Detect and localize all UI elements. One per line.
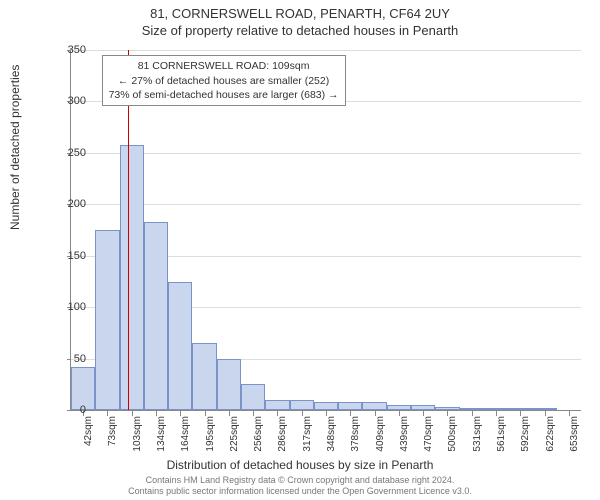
histogram-bar <box>460 408 484 410</box>
x-axis-label: Distribution of detached houses by size … <box>0 458 600 472</box>
attribution-text: Contains HM Land Registry data © Crown c… <box>0 475 600 498</box>
grid-line <box>71 50 581 51</box>
ytick-label: 150 <box>46 250 86 262</box>
histogram-bar <box>144 222 168 410</box>
annotation-line3: 73% of semi-detached houses are larger (… <box>109 88 339 102</box>
histogram-bar <box>265 400 289 410</box>
ytick-label: 350 <box>46 44 86 56</box>
chart-container: 81, CORNERSWELL ROAD, PENARTH, CF64 2UY … <box>0 0 600 500</box>
grid-line <box>71 153 581 154</box>
histogram-bar <box>362 402 386 410</box>
grid-line <box>71 204 581 205</box>
ytick-label: 50 <box>46 353 86 365</box>
y-axis-label: Number of detached properties <box>8 65 22 230</box>
plot-area: 42sqm73sqm103sqm134sqm164sqm195sqm225sqm… <box>70 50 581 411</box>
ytick-label: 300 <box>46 95 86 107</box>
histogram-bar <box>314 402 338 410</box>
histogram-bar <box>484 408 508 410</box>
ytick-label: 0 <box>46 404 86 416</box>
ytick-label: 250 <box>46 147 86 159</box>
histogram-bar <box>508 408 532 410</box>
attribution-line2: Contains public sector information licen… <box>0 486 600 498</box>
histogram-bar <box>532 408 556 410</box>
histogram-bar <box>192 343 216 410</box>
ytick-label: 200 <box>46 198 86 210</box>
histogram-bar <box>387 405 411 410</box>
annotation-line2: ← 27% of detached houses are smaller (25… <box>109 74 339 88</box>
ytick-label: 100 <box>46 301 86 313</box>
histogram-bar <box>168 282 192 410</box>
histogram-bar <box>241 384 265 410</box>
histogram-bar <box>290 400 314 410</box>
annotation-line1: 81 CORNERSWELL ROAD: 109sqm <box>109 59 339 73</box>
histogram-bar <box>338 402 362 410</box>
chart-subtitle: Size of property relative to detached ho… <box>0 21 600 38</box>
histogram-bar <box>435 407 459 410</box>
attribution-line1: Contains HM Land Registry data © Crown c… <box>0 475 600 487</box>
chart-title-address: 81, CORNERSWELL ROAD, PENARTH, CF64 2UY <box>0 0 600 21</box>
histogram-bar <box>120 145 144 410</box>
histogram-bar <box>411 405 435 410</box>
annotation-box: 81 CORNERSWELL ROAD: 109sqm← 27% of deta… <box>102 55 346 106</box>
histogram-bar <box>95 230 119 410</box>
histogram-bar <box>217 359 241 410</box>
